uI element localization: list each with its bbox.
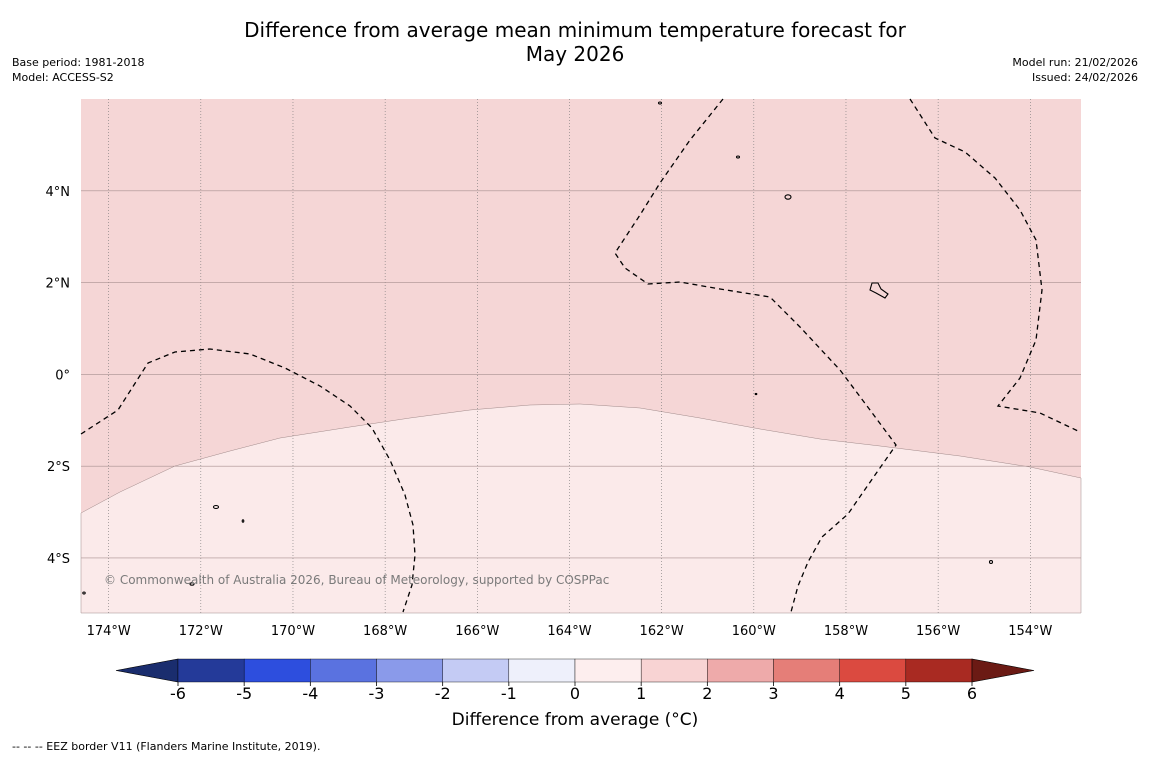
colorbar-segment — [839, 658, 907, 683]
eez-border-east — [909, 98, 1079, 432]
colorbar-tick-label: 5 — [901, 684, 911, 703]
lat-tick-label: 2°S — [47, 460, 70, 475]
island-small-f — [189, 582, 195, 586]
chart-title: Difference from average mean minimum tem… — [0, 18, 1150, 66]
colorbar-segment — [442, 658, 510, 683]
colorbar-segment — [574, 658, 642, 683]
graticule — [81, 99, 1081, 613]
lon-tick-label: 170°W — [271, 624, 315, 639]
colorbar-segment — [243, 658, 311, 683]
lon-tick-label: 156°W — [916, 624, 960, 639]
colorbar-tick-label: -5 — [236, 684, 252, 703]
colorbar-tick-label: 2 — [702, 684, 712, 703]
colorbar-segment — [905, 658, 973, 683]
colorbar-tick-label: 3 — [768, 684, 778, 703]
base-period: Base period: 1981-2018 — [12, 56, 145, 69]
colorbar-tick-label: 4 — [835, 684, 845, 703]
colorbar-segment — [640, 658, 708, 683]
lon-tick-label: 158°W — [824, 624, 868, 639]
island-north-small — [657, 101, 663, 105]
island-small-b — [784, 194, 792, 200]
islands — [82, 101, 994, 595]
eez-borders — [80, 98, 1079, 613]
island-kiritimati — [869, 282, 889, 299]
map-panel: © Commonwealth of Australia 2026, Bureau… — [80, 98, 1082, 614]
lon-tick-label: 172°W — [179, 624, 223, 639]
lat-tick-label: 4°N — [46, 185, 71, 200]
colorbar-tick-label: -6 — [170, 684, 186, 703]
lon-tick-labels: 174°W 172°W 170°W 168°W 166°W 164°W 162°W 160°W… — [87, 624, 1053, 639]
colorbar-segment — [773, 658, 840, 683]
colorbar-segment — [310, 658, 377, 683]
colorbar-segment — [177, 658, 245, 683]
colorbar-tick-label: -3 — [369, 684, 385, 703]
lon-tick-label: 166°W — [455, 624, 499, 639]
island-small-g — [988, 559, 994, 565]
band-0-1 — [80, 403, 1082, 614]
lat-tick-label: 2°N — [46, 277, 71, 292]
title-line-1: Difference from average mean minimum tem… — [244, 18, 906, 42]
eez-footnote: -- -- -- EEZ border V11 (Flanders Marine… — [12, 740, 321, 753]
colorbar-tick-label: 6 — [967, 684, 977, 703]
lon-tick-label: 154°W — [1008, 624, 1052, 639]
copyright-text: © Commonwealth of Australia 2026, Bureau… — [104, 573, 609, 587]
lon-tick-label: 168°W — [363, 624, 407, 639]
island-small-h — [82, 591, 86, 595]
lat-tick-label: 0° — [55, 368, 70, 383]
eez-border-west — [80, 348, 416, 613]
colorbar-tick-label: 0 — [570, 684, 580, 703]
meta-right: Model run: 21/02/2026 Issued: 24/02/2026 — [1012, 55, 1138, 85]
colorbar-segment — [376, 658, 443, 683]
lon-tick-label: 174°W — [87, 624, 131, 639]
colorbar: -6 -5 -4 -3 -2 -1 0 1 2 3 4 5 6 — [115, 658, 1035, 703]
colorbar-tick-label: -2 — [435, 684, 451, 703]
eez-border-central — [614, 98, 897, 613]
colorbar-segment — [508, 658, 576, 683]
model-run: Model run: 21/02/2026 — [1012, 56, 1138, 69]
colorbar-title: Difference from average (°C) — [451, 710, 699, 730]
colorbar-extend-low — [115, 658, 179, 683]
lon-tick-label: 162°W — [640, 624, 684, 639]
island-small-e — [241, 519, 245, 523]
island-small-d — [212, 504, 220, 510]
lon-tick-label: 160°W — [732, 624, 776, 639]
lat-tick-label: 4°S — [47, 552, 70, 567]
colorbar-tick-label: -1 — [501, 684, 517, 703]
issued-date: Issued: 24/02/2026 — [1031, 71, 1138, 84]
colorbar-segment — [707, 658, 774, 683]
meta-left: Base period: 1981-2018 Model: ACCESS-S2 — [12, 55, 144, 85]
model-name: Model: ACCESS-S2 — [12, 71, 114, 84]
lat-tick-labels: 4°N 2°N 0° 2°S 4°S — [46, 185, 71, 567]
lon-tick-label: 164°W — [547, 624, 591, 639]
title-line-2: May 2026 — [525, 42, 625, 66]
island-small-c — [754, 392, 758, 396]
colorbar-tick-label: 1 — [636, 684, 646, 703]
island-small-a — [735, 155, 741, 159]
colorbar-extend-high — [971, 658, 1035, 683]
colorbar-tick-label: -4 — [302, 684, 318, 703]
